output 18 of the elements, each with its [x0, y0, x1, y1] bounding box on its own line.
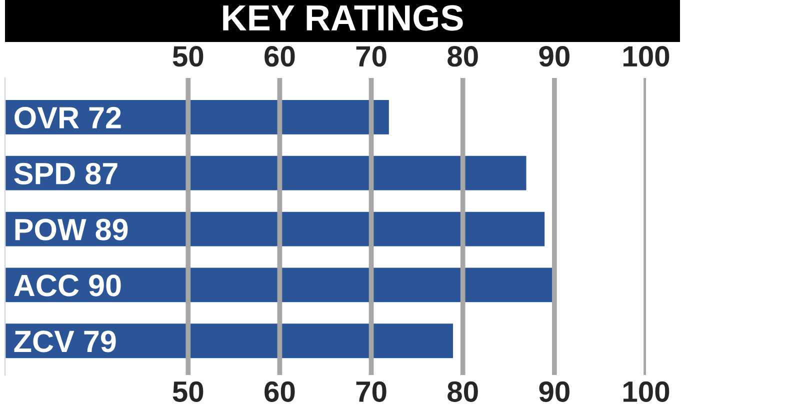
chart-title: KEY RATINGS [223, 5, 463, 31]
x-tick-label: 60 [264, 381, 295, 402]
x2-tick-label: 100 [624, 46, 670, 67]
y-tick-label: ACC 90 [14, 274, 121, 296]
x2-tick-label: 90 [539, 46, 570, 67]
x2-tick-label: 60 [264, 46, 295, 67]
x-tick-label: 80 [448, 381, 478, 402]
x-tick-label: 90 [539, 381, 570, 402]
y-tick-label: POW 89 [15, 218, 128, 240]
y-tick-label: ZCV 79 [14, 330, 116, 352]
x2-tick-label: 50 [172, 46, 204, 67]
x2-tick-label: 70 [356, 46, 386, 67]
x-tick-label: 70 [356, 381, 386, 402]
x-tick-label: 50 [172, 381, 204, 402]
x2-tick-label: 80 [448, 46, 478, 67]
y-tick-label: OVR 72 [14, 106, 121, 129]
x-tick-label: 100 [624, 381, 670, 402]
y-tick-label: SPD 87 [14, 162, 118, 184]
